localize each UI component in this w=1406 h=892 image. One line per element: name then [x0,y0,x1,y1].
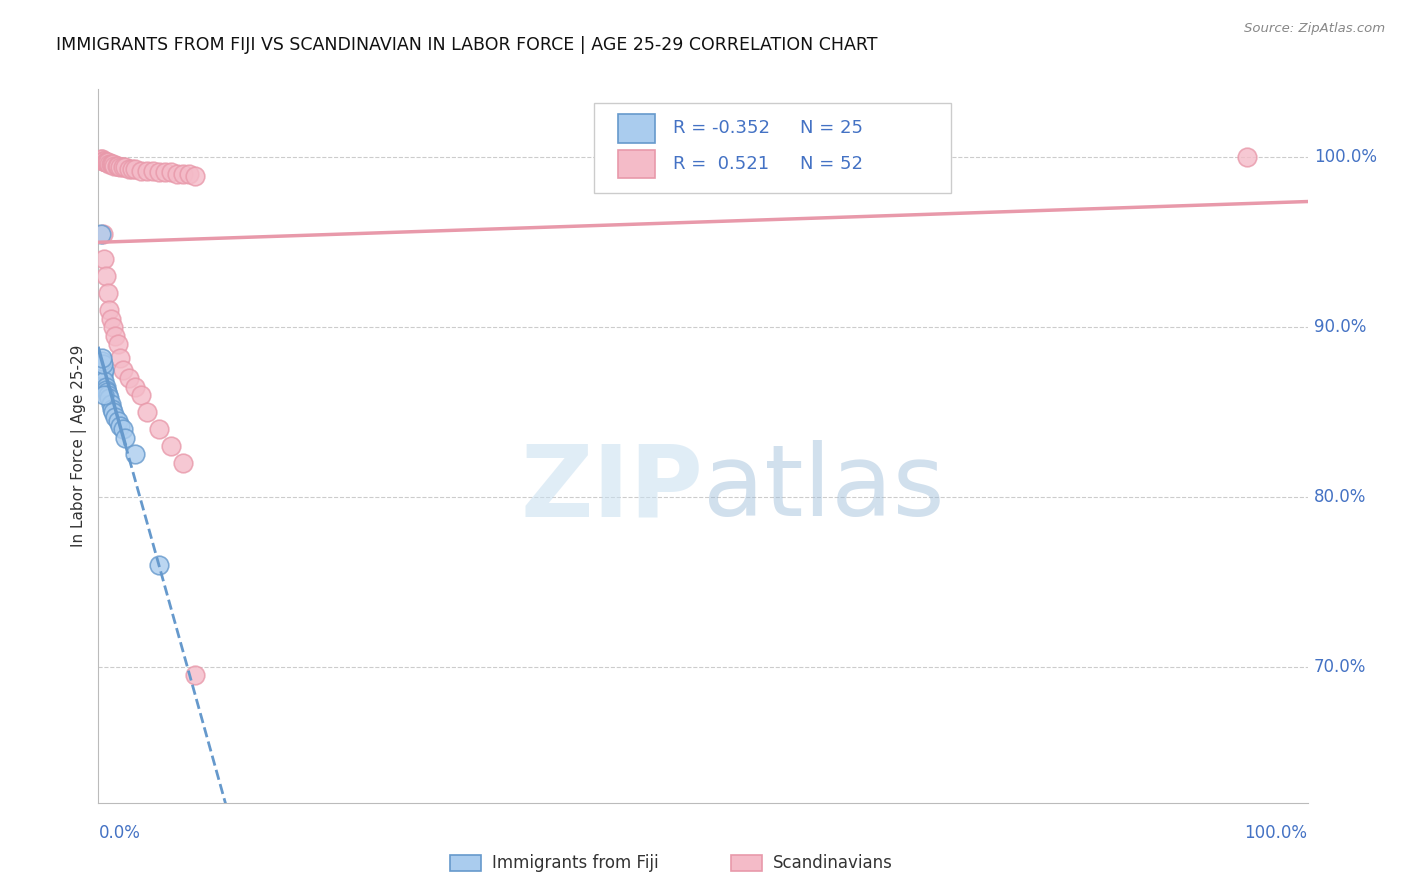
Point [148,422,170,436]
Point [124,379,146,393]
Point [108,161,131,175]
Point [96,384,118,399]
Point [107,159,129,173]
Text: IMMIGRANTS FROM FIJI VS SCANDINAVIAN IN LABOR FORCE | AGE 25-29 CORRELATION CHAR: IMMIGRANTS FROM FIJI VS SCANDINAVIAN IN … [56,36,877,54]
Point [93,362,115,376]
Point [111,161,134,175]
Text: 100.0%: 100.0% [1313,148,1376,166]
Text: ZIP: ZIP [520,441,703,537]
Point [172,167,194,181]
Point [90,227,112,241]
Point [100,396,122,410]
Point [111,422,134,436]
Point [129,388,152,402]
Point [124,162,146,177]
Point [101,157,124,171]
Point [93,375,115,389]
Point [101,405,124,419]
Point [111,362,134,376]
Point [91,368,114,382]
Point [91,360,114,375]
Text: R =  0.521: R = 0.521 [672,155,769,173]
Point [94,379,117,393]
Point [142,163,165,178]
Point [91,354,114,368]
Point [118,371,141,385]
Point [91,364,114,378]
Point [184,668,207,682]
Point [94,269,117,284]
Point [101,320,124,334]
Point [94,155,117,169]
Point [107,337,129,351]
Point [93,252,115,266]
Point [100,401,122,416]
Point [97,286,120,301]
Text: 70.0%: 70.0% [1313,658,1367,676]
FancyBboxPatch shape [619,114,655,143]
Point [105,159,128,173]
Point [91,358,114,372]
Point [98,303,121,318]
Point [179,167,201,181]
Text: N = 52: N = 52 [800,155,863,173]
Text: 100.0%: 100.0% [1244,824,1308,842]
Point [118,162,141,177]
Point [121,162,143,177]
Point [135,405,157,419]
Point [103,159,125,173]
Point [91,351,114,365]
Point [135,163,157,178]
Point [98,157,121,171]
Point [184,169,207,183]
Text: R = -0.352: R = -0.352 [672,120,769,137]
Point [94,155,117,169]
Text: 90.0%: 90.0% [1313,318,1367,336]
Point [90,152,112,166]
Point [91,152,114,166]
Point [160,439,183,453]
Point [97,155,120,169]
Point [91,227,114,241]
Text: Immigrants from Fiji: Immigrants from Fiji [492,855,659,872]
Point [104,328,127,343]
Point [148,165,170,179]
Point [98,392,121,406]
Y-axis label: In Labor Force | Age 25-29: In Labor Force | Age 25-29 [72,345,87,547]
Point [1236,150,1258,164]
Text: N = 25: N = 25 [800,120,863,137]
Point [91,153,114,168]
Point [172,456,194,470]
Text: 80.0%: 80.0% [1313,488,1367,506]
Point [107,413,129,427]
Point [97,388,120,402]
Point [129,163,152,178]
Point [93,153,115,168]
Point [153,165,176,179]
Point [100,157,122,171]
Point [91,153,114,168]
Text: 0.0%: 0.0% [98,824,141,842]
Point [114,161,136,175]
Point [160,165,183,179]
Point [104,410,127,425]
Point [108,351,131,365]
Point [100,311,122,326]
FancyBboxPatch shape [595,103,950,193]
Point [148,558,170,572]
Point [166,167,188,181]
Point [93,388,115,402]
Text: Source: ZipAtlas.com: Source: ZipAtlas.com [1244,22,1385,36]
FancyBboxPatch shape [619,150,655,178]
Point [94,383,117,397]
Point [100,157,122,171]
Point [108,418,131,433]
Point [96,155,118,169]
Text: atlas: atlas [703,441,945,537]
Text: Scandinavians: Scandinavians [773,855,893,872]
Point [114,430,136,444]
Point [124,448,146,462]
